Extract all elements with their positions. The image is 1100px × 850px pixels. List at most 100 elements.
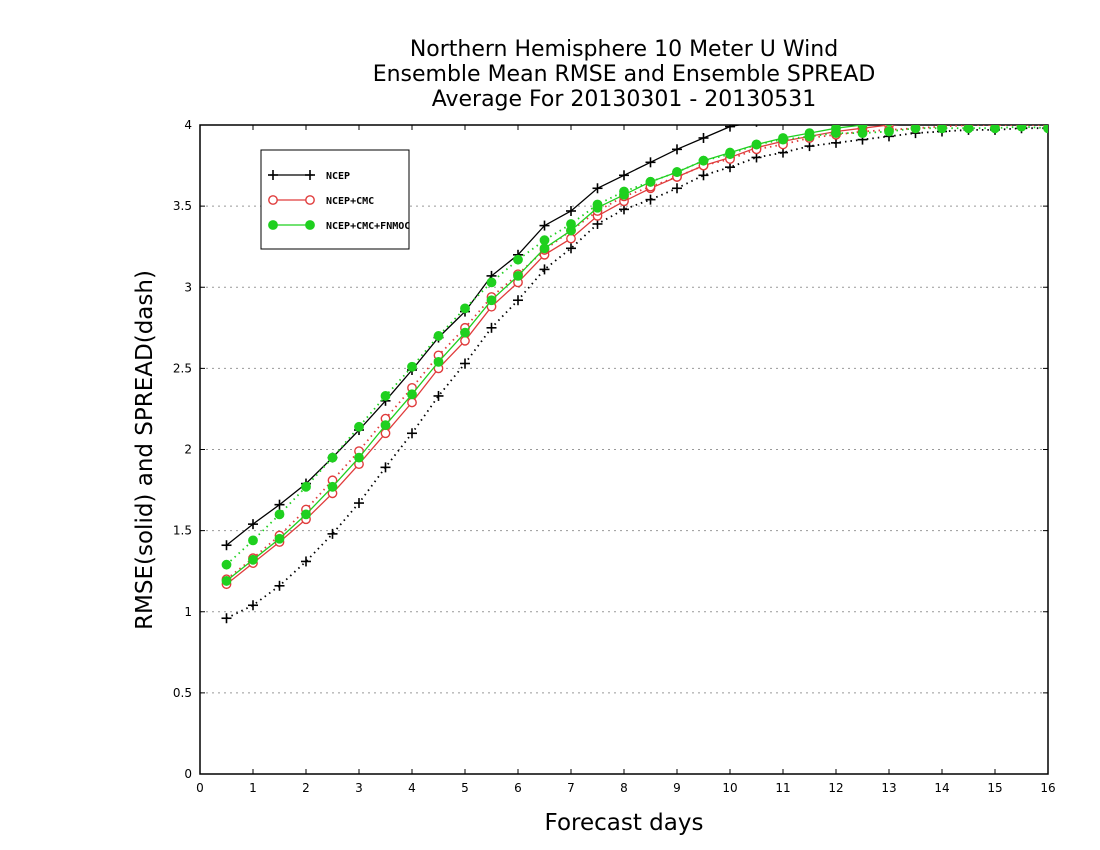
y-tick-label-3: 1.5 (173, 524, 192, 538)
series-4-point-0 (221, 576, 232, 586)
series-4-point-31 (1044, 109, 1053, 118)
series-0-point-28 (964, 97, 974, 107)
y-tick-label-0: 0 (184, 767, 192, 781)
legend-marker-right-0 (305, 170, 315, 180)
series-5-point-29 (990, 125, 1000, 134)
series-5-point-6 (380, 391, 391, 401)
y-tick-label-8: 4 (184, 118, 192, 132)
series-0-point-25 (884, 102, 894, 112)
series-1-point-1 (248, 600, 258, 611)
x-tick-label-4: 4 (408, 781, 416, 795)
series-0-point-29 (990, 97, 1000, 107)
series-1-point-7 (407, 428, 417, 439)
series-5-point-11 (513, 254, 523, 265)
series-4-point-8 (433, 356, 444, 367)
series-4-point-11 (513, 270, 523, 281)
x-tick-label-14: 14 (934, 781, 949, 795)
series-5-point-24 (857, 128, 868, 139)
series-0-point-24 (858, 104, 868, 114)
series-5-point-28 (963, 125, 974, 134)
series-0-point-18 (698, 132, 709, 143)
series-1-point-12 (539, 264, 550, 275)
series-4-point-24 (857, 125, 868, 130)
series-4-point-30 (1017, 109, 1026, 118)
series-5-point-22 (804, 131, 815, 142)
series-1-point-3 (301, 556, 311, 567)
series-5-point-21 (778, 134, 788, 145)
series-4-point-27 (938, 114, 947, 123)
x-tick-label-1: 1 (249, 781, 257, 795)
x-tick-label-11: 11 (775, 781, 790, 795)
legend-marker-left-2 (268, 220, 278, 230)
series-0-point-16 (645, 157, 656, 168)
series-1-point-17 (672, 183, 682, 194)
series-1-point-8 (433, 390, 444, 401)
legend-label-2: NCEP+CMC+FNMOC (326, 221, 410, 232)
series-4-point-12 (539, 243, 550, 254)
series-0-point-0 (221, 540, 232, 551)
x-tick-label-15: 15 (987, 781, 1002, 795)
series-0-point-31 (1043, 96, 1053, 106)
legend-label-0: NCEP (326, 171, 350, 182)
chart-title-line-1: Northern Hemisphere 10 Meter U Wind (409, 37, 839, 62)
series-4-point-10 (486, 295, 497, 306)
series-5-point-12 (539, 235, 550, 246)
x-tick-label-6: 6 (514, 781, 522, 795)
series-1-point-9 (460, 358, 470, 369)
series-1-point-10 (486, 322, 497, 333)
series-5-point-9 (460, 303, 470, 314)
series-5-point-25 (884, 126, 894, 137)
series-1-point-6 (380, 462, 391, 473)
chart-title-line-3: Average For 20130301 - 20130531 (431, 87, 817, 112)
series-5-point-27 (937, 125, 947, 134)
series-4-point-9 (460, 327, 470, 338)
series-0-point-26 (911, 101, 921, 111)
series-5-point-8 (433, 331, 444, 341)
plot-area (221, 96, 1053, 624)
series-1-point-11 (513, 295, 523, 306)
series-0-point-30 (1017, 96, 1027, 106)
y-tick-label-7: 3.5 (173, 199, 192, 213)
series-0-point-19 (725, 125, 735, 132)
series-2-point-13 (566, 233, 576, 244)
legend-marker-left-0 (268, 170, 278, 180)
x-tick-label-7: 7 (567, 781, 575, 795)
series-0-point-21 (778, 112, 788, 122)
series-5-point-0 (221, 559, 232, 570)
series-5-point-23 (831, 128, 841, 139)
series-5-point-7 (407, 361, 417, 372)
series-4-point-25 (885, 125, 893, 127)
series-5-point-20 (751, 139, 762, 150)
series-5-point-10 (486, 277, 497, 288)
axes: 0 1 2 3 4 5 6 7 8 9 10 11 12 13 14 15 1600.511.522.533.5… (173, 118, 1056, 795)
series-1-point-5 (354, 498, 364, 509)
series-4-point-28 (964, 112, 973, 121)
series-5-point-31 (1043, 125, 1048, 134)
series-4-point-1 (248, 554, 258, 565)
legend-marker-right-1 (305, 195, 315, 205)
series-2-point-6 (380, 428, 391, 439)
series-4-point-3 (301, 509, 311, 520)
y-tick-label-1: 0.5 (173, 686, 192, 700)
series-5-point-18 (698, 155, 709, 166)
series-0-point-22 (805, 109, 815, 119)
series-0-point-1 (248, 519, 258, 530)
x-tick-label-12: 12 (828, 781, 843, 795)
series-5-point-19 (725, 149, 735, 160)
series-5-point-2 (274, 509, 285, 520)
x-axis-label: Forecast days (544, 810, 704, 836)
series-1-point-0 (221, 613, 232, 624)
legend-marker-left-1 (268, 195, 278, 205)
x-tick-label-5: 5 (461, 781, 469, 795)
series-1-point-4 (327, 528, 338, 539)
series-4-point-6 (380, 420, 391, 431)
series-2-point-29 (991, 114, 999, 122)
y-tick-label-4: 2 (184, 443, 192, 457)
x-tick-label-3: 3 (355, 781, 363, 795)
x-tick-label-16: 16 (1040, 781, 1055, 795)
series-5-point-3 (301, 481, 311, 492)
series-5-point-13 (566, 219, 576, 229)
legend-marker-right-2 (305, 220, 315, 230)
x-tick-label-10: 10 (722, 781, 737, 795)
